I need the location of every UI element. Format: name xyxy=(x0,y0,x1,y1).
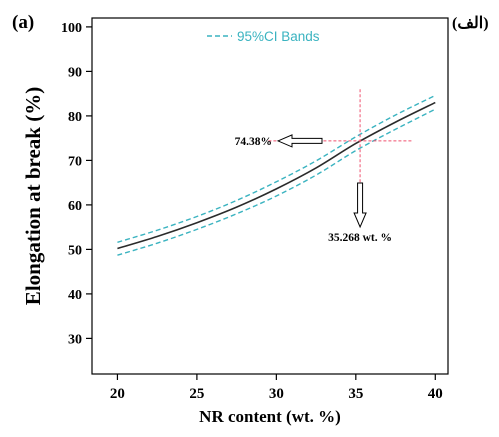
panel-label: (a) xyxy=(12,12,34,33)
x-axis-label: NR content (wt. %) xyxy=(199,407,341,426)
x-tick-label: 40 xyxy=(428,386,443,402)
ci-band-line xyxy=(117,94,436,243)
legend-label: 95%CI Bands xyxy=(237,29,320,44)
y-tick-label: 70 xyxy=(68,154,82,169)
y-tick-label: 100 xyxy=(61,21,82,36)
y-axis-label: Elongation at break (%) xyxy=(21,87,45,305)
fit-line xyxy=(117,101,436,250)
x-tick-label: 35 xyxy=(348,386,363,402)
optimum-annotation: 74.38% 35.268 wt. % xyxy=(235,89,414,244)
y-tick-label: 90 xyxy=(68,65,82,80)
y-tick-label: 30 xyxy=(68,332,82,347)
y-tick-label: 60 xyxy=(68,199,82,214)
y-tick-label: 80 xyxy=(68,110,82,125)
series-layer xyxy=(117,94,436,256)
x-tick-label: 25 xyxy=(189,386,204,402)
arrow-to-y-value xyxy=(276,134,323,148)
optimum-y-label: 74.38% xyxy=(235,136,272,148)
y-tick-label: 40 xyxy=(68,288,82,303)
x-tick-label: 30 xyxy=(269,386,284,402)
arrow-to-x-value xyxy=(353,182,367,229)
legend: 95%CI Bands xyxy=(207,29,320,44)
panel-label-alt: (الف) xyxy=(452,15,489,32)
ci-band-line xyxy=(117,108,436,256)
x-tick-label: 20 xyxy=(110,386,125,402)
plot-area-frame xyxy=(91,17,449,375)
optimum-x-label: 35.268 wt. % xyxy=(328,232,392,244)
y-tick-label: 50 xyxy=(68,243,82,258)
axis-ticks: 20 25 30 35 40 30 40 50 60 70 80 90 100 xyxy=(61,21,443,402)
